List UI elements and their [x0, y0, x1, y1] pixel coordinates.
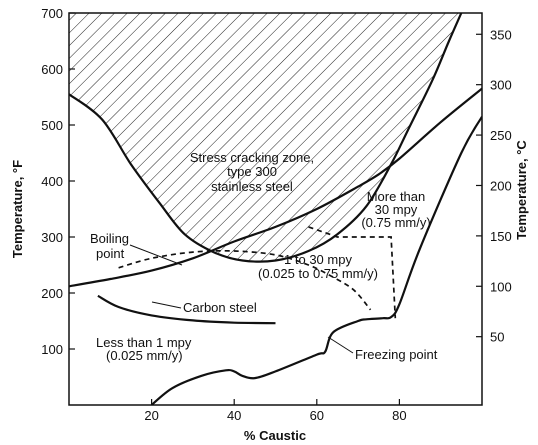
- annotation-freezing-label: Freezing point: [355, 347, 438, 362]
- y-tick-label-right: 200: [490, 178, 512, 193]
- annotation-less-line1: Less than 1 mpy: [96, 335, 192, 350]
- leader-carbon: [151, 301, 182, 309]
- y-tick-label-right: 300: [490, 78, 512, 93]
- y-axis-title-left: Temperature, °F: [10, 160, 25, 258]
- series-line-freezing-point: [150, 116, 482, 405]
- series-line-carbon-steel: [97, 294, 276, 325]
- y-tick-label-right: 350: [490, 27, 512, 42]
- y-tick-label-left: 200: [41, 286, 63, 301]
- annotation-stress-zone-line1: Stress cracking zone,: [190, 150, 314, 165]
- y-tick-label-left: 600: [41, 62, 63, 77]
- annotation-less-than-1: Less than 1 mpy (0.025 mm/y): [96, 335, 192, 363]
- y-tick-label-right: 100: [490, 279, 512, 294]
- stress-cracking-zone-hatch: [69, 13, 462, 262]
- annotation-1-to-30: 1 to 30 mpy (0.025 to 0.75 mm/y): [258, 252, 378, 281]
- annotation-mid-line1: 1 to 30 mpy: [284, 252, 352, 267]
- annotation-stress-zone-line3: stainless steel: [211, 179, 293, 194]
- annotation-boiling-line2: point: [96, 246, 125, 261]
- annotation-freezing-point: Freezing point: [327, 336, 438, 362]
- y-tick-label-right: 150: [490, 229, 512, 244]
- y-tick-label-left: 500: [41, 118, 63, 133]
- y-tick-label-right: 250: [490, 128, 512, 143]
- series-line-30-mpy-boundary: [308, 226, 397, 319]
- annotation-carbon-steel: Carbon steel: [151, 300, 257, 315]
- x-tick-label: 20: [144, 408, 158, 423]
- annotation-more-line3: (0.75 mm/y): [361, 215, 430, 230]
- y-tick-label-left: 300: [41, 230, 63, 245]
- y-tick-label-left: 400: [41, 174, 63, 189]
- y-tick-label-left: 700: [41, 6, 63, 21]
- annotation-more-than-30: More than 30 mpy (0.75 mm/y): [361, 189, 430, 230]
- y-tick-label-right: 50: [490, 330, 504, 345]
- annotation-stress-zone: Stress cracking zone, type 300 stainless…: [190, 150, 314, 194]
- leader-boiling: [129, 244, 183, 266]
- annotation-more-line2: 30 mpy: [375, 202, 418, 217]
- x-axis-title: % Caustic: [244, 428, 306, 443]
- plot-frame: [68, 12, 483, 406]
- x-tick-label: 40: [227, 408, 241, 423]
- annotation-stress-zone-line2: type 300: [227, 164, 277, 179]
- y-tick-label-left: 100: [41, 342, 63, 357]
- annotation-boiling-line1: Boiling: [90, 231, 129, 246]
- annotation-more-line1: More than: [367, 189, 426, 204]
- annotation-boiling-point: Boiling point: [90, 231, 183, 266]
- series-line-stress-cracking-zone-boundary: [69, 13, 463, 263]
- annotation-carbon-label: Carbon steel: [183, 300, 257, 315]
- annotation-less-line2: (0.025 mm/y): [106, 348, 183, 363]
- series-line-boiling-point: [69, 87, 482, 288]
- y-axis-title-right: Temperature, °C: [514, 140, 529, 240]
- series-line-1-to-30-mpy-boundary: [118, 249, 372, 311]
- x-tick-label: 80: [392, 408, 406, 423]
- leader-freezing: [327, 336, 354, 354]
- annotation-mid-line2: (0.025 to 0.75 mm/y): [258, 266, 378, 281]
- x-tick-label: 60: [310, 408, 324, 423]
